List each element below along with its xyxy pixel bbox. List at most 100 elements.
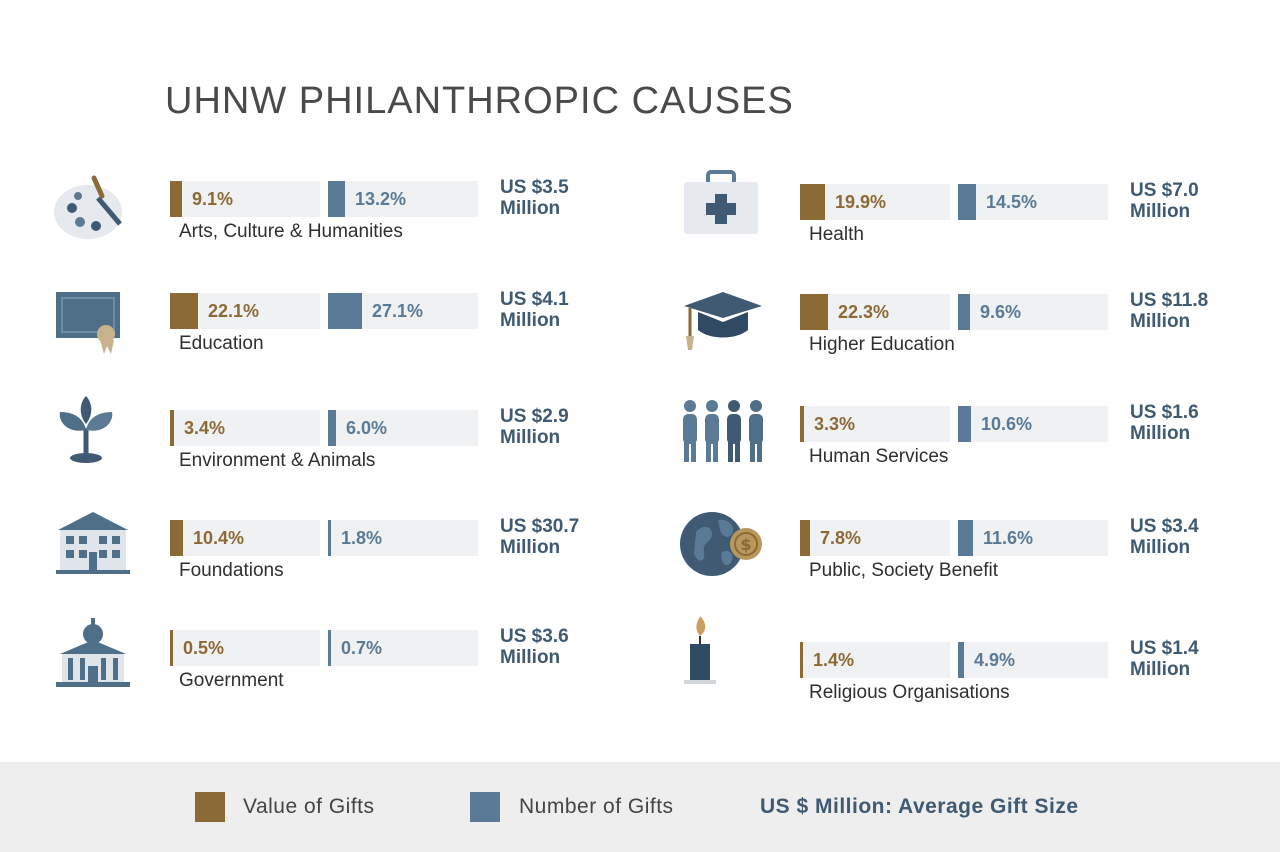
number-of-gifts-religious-organisations-value-label: 4.9% — [974, 650, 1016, 670]
number-of-gifts-foundations-bar — [328, 520, 331, 556]
number-of-gifts-government-bar — [328, 630, 331, 666]
average-gift-size-label: US $1.4 Million — [1130, 638, 1199, 680]
globe-coin-icon: $ — [678, 502, 768, 582]
value-of-gifts-human-services-track: 3.3% — [800, 406, 950, 442]
average-gift-size-unit: Million — [1130, 201, 1191, 222]
value-of-gifts-human-services-value-label: 3.3% — [814, 414, 856, 434]
value-of-gifts-health-track: 19.9% — [800, 184, 950, 220]
average-gift-size-unit: Million — [500, 537, 561, 558]
value-of-gifts-health-value-label: 19.9% — [835, 192, 887, 212]
legend-avg-label: US $ Million: Average Gift Size — [760, 795, 1079, 818]
value-of-gifts-public-society-benefit-bar — [800, 520, 810, 556]
value-of-gifts-foundations-value-label: 10.4% — [193, 528, 245, 548]
palette-icon — [48, 166, 138, 246]
cause-label: Human Services — [809, 446, 949, 467]
average-gift-size-unit: Million — [500, 647, 561, 668]
cause-higher-education: 22.3% 9.6% Higher Education US $11.8 Million — [678, 278, 1278, 368]
cause-environment-animals: 3.4% 6.0% Environment & Animals US $2.9 Mill… — [48, 390, 648, 480]
average-gift-size-label: US $1.6 Million — [1130, 402, 1199, 444]
value-of-gifts-foundations-track: 10.4% — [170, 520, 320, 556]
average-gift-size-amount: US $30.7 — [500, 516, 580, 537]
cause-arts-culture-humanities: 9.1% 13.2% Arts, Culture & Humanities US $3… — [48, 166, 648, 256]
value-of-gifts-education-bar — [170, 293, 198, 329]
average-gift-size-unit: Million — [500, 198, 561, 219]
value-of-gifts-higher-education-value-label: 22.3% — [838, 302, 890, 322]
average-gift-size-amount: US $3.6 — [500, 626, 569, 647]
value-of-gifts-public-society-benefit-value-label: 7.8% — [820, 528, 862, 548]
number-of-gifts-public-society-benefit-value-label: 11.6% — [983, 528, 1034, 548]
average-gift-size-unit: Million — [500, 310, 561, 331]
average-gift-size-amount: US $7.0 — [1130, 180, 1199, 201]
cause-human-services: 3.3% 10.6% Human Services US $1.6 Million — [678, 390, 1278, 480]
number-of-gifts-religious-organisations-bar — [958, 642, 964, 678]
value-of-gifts-arts-culture-humanities-bar — [170, 181, 182, 217]
number-of-gifts-public-society-benefit-track: 11.6% — [958, 520, 1108, 556]
building-icon — [48, 502, 138, 582]
cause-label: Foundations — [179, 560, 284, 581]
average-gift-size-unit: Million — [500, 427, 561, 448]
average-gift-size-amount: US $1.6 — [1130, 402, 1199, 423]
number-of-gifts-arts-culture-humanities-value-label: 13.2% — [355, 189, 407, 209]
plant-icon — [48, 390, 138, 470]
number-of-gifts-education-track: 27.1% — [328, 293, 478, 329]
number-of-gifts-environment-animals-value-label: 6.0% — [346, 418, 388, 438]
number-of-gifts-government-track: 0.7% — [328, 630, 478, 666]
cause-public-society-benefit: $7.8% 11.6% Public, Society Benefit US $3.4… — [678, 502, 1278, 592]
value-of-gifts-religious-organisations-bar — [800, 642, 803, 678]
value-of-gifts-arts-culture-humanities-value-label: 9.1% — [192, 189, 234, 209]
number-of-gifts-education-value-label: 27.1% — [372, 301, 424, 321]
number-of-gifts-higher-education-track: 9.6% — [958, 294, 1108, 330]
number-of-gifts-environment-animals-bar — [328, 410, 336, 446]
average-gift-size-amount: US $3.5 — [500, 177, 569, 198]
average-gift-size-amount: US $11.8 — [1130, 290, 1209, 311]
value-of-gifts-higher-education-track: 22.3% — [800, 294, 950, 330]
number-of-gifts-environment-animals-track: 6.0% — [328, 410, 478, 446]
number-of-gifts-health-value-label: 14.5% — [986, 192, 1038, 212]
cause-label: Public, Society Benefit — [809, 560, 999, 581]
number-of-gifts-health-track: 14.5% — [958, 184, 1108, 220]
number-of-gifts-higher-education-bar — [958, 294, 970, 330]
cause-label: Education — [179, 333, 264, 354]
value-of-gifts-religious-organisations-value-label: 1.4% — [813, 650, 855, 670]
number-of-gifts-human-services-value-label: 10.6% — [981, 414, 1033, 434]
legend-value-swatch — [195, 792, 225, 822]
average-gift-size-amount: US $4.1 — [500, 289, 569, 310]
number-of-gifts-foundations-value-label: 1.8% — [341, 528, 383, 548]
average-gift-size-amount: US $2.9 — [500, 406, 569, 427]
certificate-icon — [48, 278, 138, 358]
cause-government: 0.5% 0.7% Government US $3.6 Million — [48, 614, 648, 704]
average-gift-size-unit: Million — [1130, 537, 1191, 558]
svg-text:$: $ — [740, 535, 751, 554]
value-of-gifts-foundations-bar — [170, 520, 183, 556]
number-of-gifts-government-value-label: 0.7% — [341, 638, 383, 658]
average-gift-size-label: US $11.8 Million — [1130, 290, 1208, 332]
value-of-gifts-environment-animals-track: 3.4% — [170, 410, 320, 446]
capitol-icon — [48, 614, 138, 694]
people-icon — [678, 390, 768, 470]
legend: Value of Gifts Number of Gifts US $ Mill… — [0, 762, 1280, 852]
number-of-gifts-religious-organisations-track: 4.9% — [958, 642, 1108, 678]
value-of-gifts-environment-animals-value-label: 3.4% — [184, 418, 226, 438]
cause-label: Government — [179, 670, 284, 691]
value-of-gifts-government-bar — [170, 630, 173, 666]
cause-label: Higher Education — [809, 334, 955, 355]
number-of-gifts-foundations-track: 1.8% — [328, 520, 478, 556]
average-gift-size-amount: US $1.4 — [1130, 638, 1199, 659]
cause-religious-organisations: 1.4% 4.9% Religious Organisations US $1.4 Mi… — [678, 614, 1278, 704]
cause-label: Religious Organisations — [809, 682, 1010, 703]
candle-icon — [678, 614, 768, 694]
number-of-gifts-health-bar — [958, 184, 976, 220]
value-of-gifts-education-value-label: 22.1% — [208, 301, 260, 321]
average-gift-size-amount: US $3.4 — [1130, 516, 1199, 537]
average-gift-size-label: US $30.7 Million — [500, 516, 579, 558]
value-of-gifts-arts-culture-humanities-track: 9.1% — [170, 181, 320, 217]
average-gift-size-label: US $7.0 Million — [1130, 180, 1199, 222]
cause-label: Health — [809, 224, 864, 245]
cause-education: 22.1% 27.1% Education US $4.1 Million — [48, 278, 648, 368]
medical-kit-icon — [678, 166, 768, 246]
value-of-gifts-public-society-benefit-track: 7.8% — [800, 520, 950, 556]
value-of-gifts-higher-education-bar — [800, 294, 828, 330]
average-gift-size-unit: Million — [1130, 659, 1191, 680]
legend-number-swatch — [470, 792, 500, 822]
page-title: UHNW PHILANTHROPIC CAUSES — [165, 80, 794, 122]
